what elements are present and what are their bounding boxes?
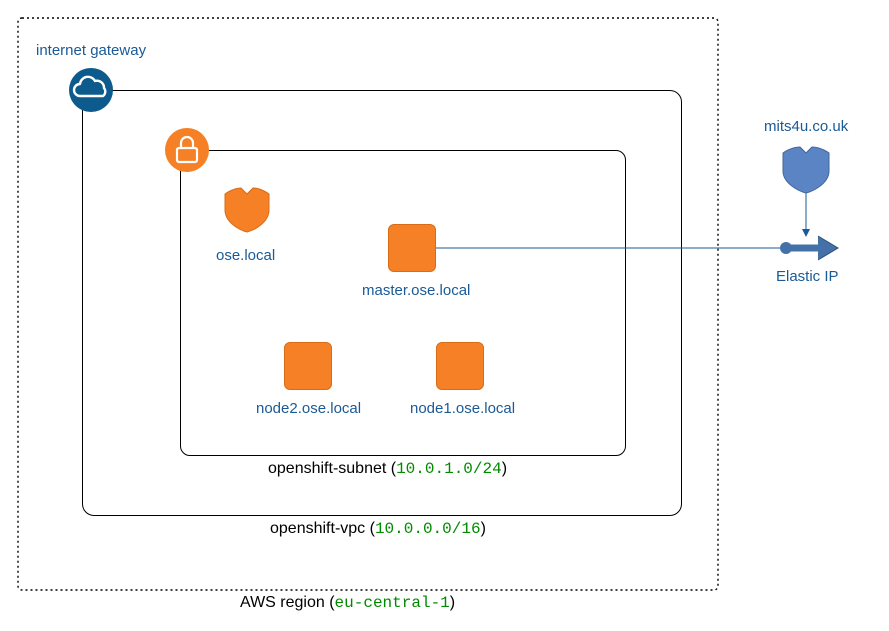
elastic-ip-label: Elastic IP [776,268,839,285]
internet-gateway-label: internet gateway [36,42,146,59]
master-node-box [388,224,436,272]
mits4u-label: mits4u.co.uk [764,118,848,135]
subnet-caption-value: 10.0.1.0/24 [396,460,502,478]
subnet-caption-prefix: openshift-subnet ( [268,460,396,477]
vpc-caption-suffix: ) [481,520,486,537]
region-caption-suffix: ) [450,594,455,611]
node2-box [284,342,332,390]
region-caption: AWS region (eu-central-1) [240,594,455,612]
elastic-ip-icon [780,236,838,260]
vpc-caption-prefix: openshift-vpc ( [270,520,375,537]
mits4u-shield-icon [783,147,829,193]
region-caption-value: eu-central-1 [335,594,450,612]
subnet-box [180,150,626,456]
subnet-caption-suffix: ) [502,460,507,477]
vpc-caption: openshift-vpc (10.0.0.0/16) [270,520,486,538]
subnet-caption: openshift-subnet (10.0.1.0/24) [268,460,507,478]
node2-label: node2.ose.local [256,400,361,417]
master-label: master.ose.local [362,282,470,299]
vpc-caption-value: 10.0.0.0/16 [375,520,481,538]
ose-local-label: ose.local [216,247,275,264]
node1-box [436,342,484,390]
region-caption-prefix: AWS region ( [240,594,335,611]
node1-label: node1.ose.local [410,400,515,417]
